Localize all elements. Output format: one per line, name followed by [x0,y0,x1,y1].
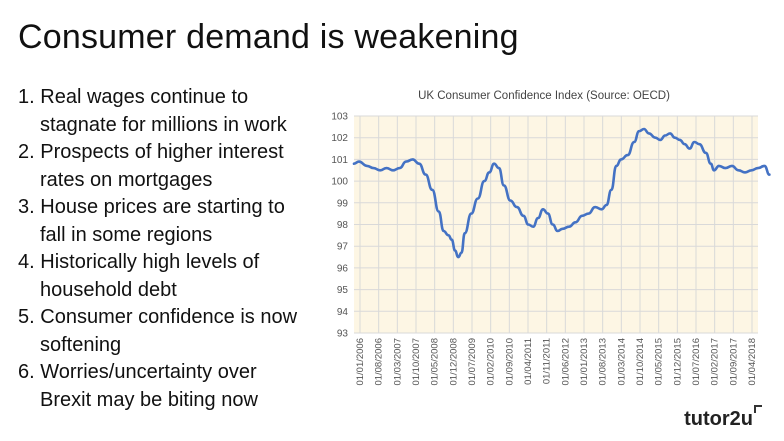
x-tick-label: 01/12/2015 [672,338,683,386]
x-tick-label: 01/02/2010 [486,338,497,386]
y-tick-label: 97 [337,242,349,253]
x-tick-label: 01/02/2017 [710,338,721,386]
list-text-continued: Brexit may be biting now [40,388,258,411]
list-number: 2. [18,141,35,163]
slide-title: Consumer demand is weakening [18,18,519,56]
list-item: 1. Real wages continue to stagnate for mi… [18,84,318,139]
brand-logo: tutor2u [684,405,762,431]
y-tick-label: 96 [337,263,349,274]
x-tick-label: 01/06/2012 [560,338,571,386]
x-tick-label: 01/04/2018 [747,338,758,386]
x-tick-label: 01/08/2013 [598,338,609,386]
x-tick-label: 01/09/2010 [504,338,515,386]
list-text: Worries/uncertainty over [40,361,257,383]
confidence-chart: UK Consumer Confidence Index (Source: OE… [331,90,771,386]
list-text: Prospects of higher interest [40,141,284,163]
list-text: House prices are starting to [40,196,285,218]
gridlines [354,115,758,334]
series-line [352,127,771,259]
list-text-continued: rates on mortgages [40,168,213,191]
chart-title: UK Consumer Confidence Index (Source: OE… [418,90,670,102]
list-text-continued: fall in some regions [40,223,213,246]
x-tick-label: 01/10/2014 [635,338,646,386]
brand-text: tutor2u [684,408,753,430]
chart-container: UK Consumer Confidence Index (Source: OE… [320,82,780,412]
list-number: 3. [18,196,35,218]
x-tick-label: 01/10/2007 [411,338,422,386]
list-item: 5. Consumer confidence is now softening [18,304,318,359]
x-tick-label: 01/12/2008 [448,338,459,386]
x-tick-label: 01/03/2014 [616,338,627,386]
y-axis-ticks: 93 94 95 96 97 98 99 100 101 102 103 [331,112,348,340]
x-tick-label: 01/08/2006 [374,338,385,386]
list-text-continued: softening [40,333,122,356]
bullet-list: 1. Real wages continue to stagnate for mi… [18,84,318,414]
list-text: Historically high levels of [40,251,260,273]
y-tick-label: 98 [337,220,349,231]
list-number: 4. [18,251,35,273]
list-number: 5. [18,306,35,328]
list-item: 6. Worries/uncertainty over Brexit may be… [18,359,318,414]
x-tick-label: 01/04/2011 [523,338,534,385]
x-tick-label: 01/05/2008 [430,338,441,386]
list-number: 6. [18,361,35,383]
y-tick-label: 93 [337,329,349,340]
list-text: Real wages continue to [40,86,249,108]
x-tick-label: 01/05/2015 [654,338,665,386]
x-axis-ticks: 01/01/2006 01/08/2006 01/03/2007 01/10/2007… [355,338,758,386]
y-tick-label: 100 [331,177,348,188]
y-tick-label: 102 [331,133,348,144]
list-item: 4. Historically high levels of household … [18,249,318,304]
x-tick-label: 01/07/2009 [467,338,478,386]
y-tick-label: 95 [337,285,349,296]
list-text: Consumer confidence is now [40,306,298,328]
y-tick-label: 101 [331,155,348,166]
y-tick-label: 94 [337,307,349,318]
x-tick-label: 01/07/2016 [691,338,702,386]
y-tick-label: 103 [331,112,348,123]
list-text-continued: household debt [40,278,177,301]
x-tick-label: 01/01/2013 [579,338,590,386]
x-tick-label: 01/09/2017 [728,338,739,386]
brand-corner-mark [754,405,762,413]
y-tick-label: 99 [337,198,349,209]
list-text-continued: stagnate for millions in work [40,113,287,136]
list-number: 1. [18,86,35,108]
x-tick-label: 01/01/2006 [355,338,366,386]
x-tick-label: 01/11/2011 [542,338,553,384]
list-item: 3. House prices are starting to fall in s… [18,194,318,249]
list-item: 2. Prospects of higher interest rates on … [18,139,318,194]
x-tick-label: 01/03/2007 [392,338,403,386]
